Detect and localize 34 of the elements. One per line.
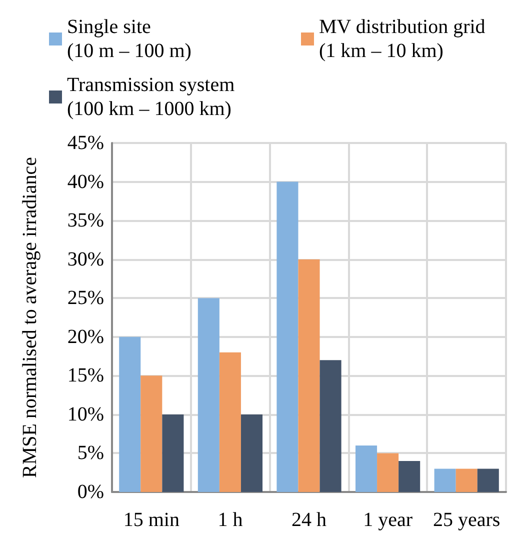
x-tick-label: 1 h [218,509,243,531]
bar [140,376,162,492]
bar [398,460,420,492]
bar [119,336,141,492]
bar [298,259,320,492]
x-tick-label: 25 years [433,509,500,531]
bar [320,360,342,492]
y-axis-title: RMSE normalised to average irradiance [19,156,41,478]
y-tick-label: 10% [67,403,104,426]
bar [276,182,298,492]
legend-label: Transmission system (100 km – 1000 km) [67,74,236,120]
y-tick-label: 15% [67,364,104,387]
legend-label: MV distribution grid (1 km – 10 km) [319,16,486,62]
y-tick-label: 0% [77,481,104,503]
y-tick-label: 35% [67,210,104,232]
x-tick-label: 1 year [363,509,413,531]
y-tick-label: 20% [67,326,104,348]
bar [240,414,263,492]
y-tick-label: 30% [67,248,104,270]
bar [198,298,220,492]
y-tick-label: 25% [67,287,104,310]
legend-label: Single site (10 m – 100 m) [67,16,192,62]
y-tick-label: 5% [77,442,104,464]
x-tick-label: 15 min [123,509,180,531]
x-tick-label: 24 h [292,509,326,531]
bar [434,468,456,492]
y-tick-label: 45% [67,132,104,154]
bar [456,468,478,492]
y-tick-label: 40% [67,170,104,193]
bar [377,453,399,492]
bar [162,414,184,492]
bar [477,468,499,492]
bar [355,445,378,492]
bar [219,352,241,492]
